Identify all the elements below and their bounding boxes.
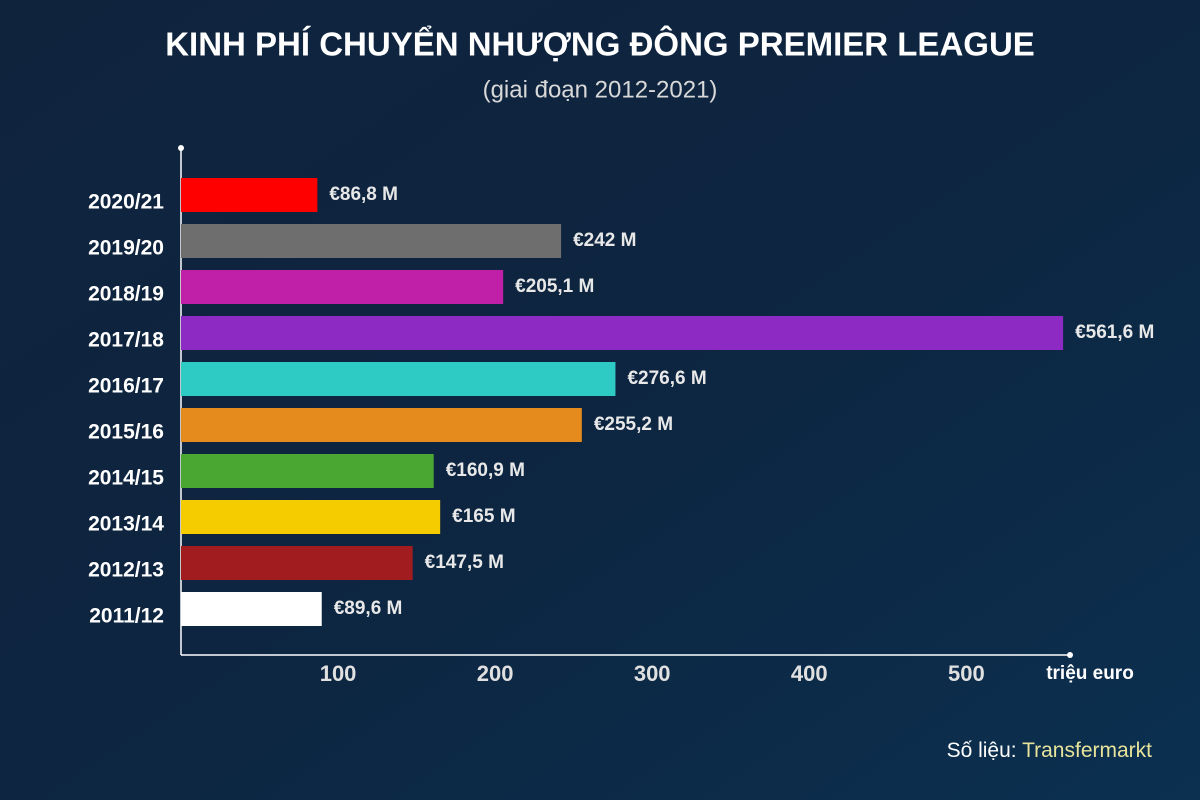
bar xyxy=(181,316,1064,350)
y-tick-label: 2019/20 xyxy=(88,237,164,260)
chart-title: KINH PHÍ CHUYỂN NHƯỢNG ĐÔNG PREMIER LEAG… xyxy=(165,25,1035,63)
x-tick-label: 500 xyxy=(948,661,985,686)
axis-end xyxy=(1067,652,1073,658)
value-label: €165 M xyxy=(452,506,515,527)
value-label: €561,6 M xyxy=(1075,322,1154,343)
x-tick-label: 200 xyxy=(477,661,514,686)
y-tick-label: 2016/17 xyxy=(88,375,164,398)
y-tick-label: 2017/18 xyxy=(88,329,164,352)
x-tick-label: 400 xyxy=(791,661,828,686)
value-label: €276,6 M xyxy=(627,368,706,389)
x-tick-label: 300 xyxy=(634,661,671,686)
bar xyxy=(181,224,562,258)
value-label: €242 M xyxy=(573,230,636,251)
source-label: Số liệu: xyxy=(947,739,1017,762)
y-tick-label: 2015/16 xyxy=(88,421,164,444)
source: Số liệu: Transfermarkt xyxy=(947,739,1153,762)
bar xyxy=(181,178,318,212)
value-label: €86,8 M xyxy=(329,184,398,205)
bar xyxy=(181,546,413,580)
bar xyxy=(181,362,616,396)
y-tick-label: 2011/12 xyxy=(89,605,164,628)
source-name: Transfermarkt xyxy=(1022,739,1152,762)
bar xyxy=(181,500,441,534)
value-label: €147,5 M xyxy=(425,552,504,573)
value-label: €255,2 M xyxy=(594,414,673,435)
y-tick-label: 2020/21 xyxy=(88,191,164,214)
bar xyxy=(181,592,322,626)
y-tick-label: 2018/19 xyxy=(88,283,164,306)
value-label: €89,6 M xyxy=(334,598,403,619)
bar xyxy=(181,408,582,442)
bar xyxy=(181,454,434,488)
y-tick-label: 2012/13 xyxy=(88,559,164,582)
y-tick-label: 2014/15 xyxy=(88,467,164,490)
x-tick-label: 100 xyxy=(320,661,357,686)
chart-subtitle: (giai đoạn 2012-2021) xyxy=(483,76,718,103)
bar xyxy=(181,270,504,304)
x-axis-label: triệu euro xyxy=(1046,663,1134,684)
value-label: €205,1 M xyxy=(515,276,594,297)
y-tick-label: 2013/14 xyxy=(88,513,164,536)
axis-end xyxy=(178,145,184,151)
value-label: €160,9 M xyxy=(446,460,525,481)
